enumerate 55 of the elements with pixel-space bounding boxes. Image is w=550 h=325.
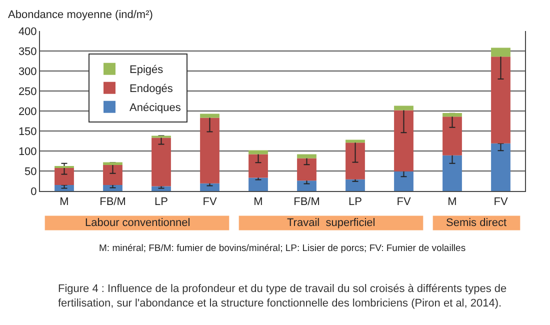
bar — [491, 143, 510, 191]
bar — [394, 171, 414, 191]
text: Semis direct — [446, 217, 507, 229]
y-tick-label: 400 — [18, 26, 37, 38]
bar — [491, 48, 510, 57]
bar — [248, 178, 268, 191]
bar — [442, 155, 462, 191]
x-tick-label: M — [60, 196, 69, 208]
bar — [103, 185, 122, 191]
text: Travail superficiel — [287, 217, 376, 229]
x-tick-label: M — [448, 196, 457, 208]
x-tick-label: FB/M — [100, 196, 126, 208]
y-tick-label: 200 — [18, 106, 37, 118]
y-tick-label: 350 — [18, 46, 37, 58]
bar — [200, 114, 220, 118]
y-axis-title: Abondance moyenne (ind/m²) — [8, 9, 153, 21]
bar — [297, 158, 316, 181]
text: M: minéral; FB/M: fumier de bovins/minéral; LP: Lisier de porcs; FV: Fumier de volailles — [99, 243, 466, 254]
bar — [248, 154, 268, 178]
caption: Figure 4 : Influence de la profondeur et du type de travail du sol croisés à différents types de fertilisation, sur l'abondance et la structure fonctionnelle des lombriciens (Piron et al, 2014). — [58, 283, 507, 310]
bar — [297, 154, 316, 158]
legend-label: Endogés — [130, 83, 174, 96]
bar — [346, 179, 365, 191]
text: Labour conventionnel — [85, 217, 190, 229]
x-tick-label: M — [254, 196, 263, 208]
y-tick-label: 0 — [30, 186, 37, 198]
bar — [103, 165, 122, 185]
y-tick-label: 300 — [18, 66, 37, 78]
x-tick-label: LP — [154, 196, 168, 208]
bar — [103, 162, 122, 165]
bar — [346, 140, 365, 143]
x-tick-label: FV — [494, 196, 508, 208]
bar — [442, 116, 462, 156]
bar — [491, 56, 510, 144]
bar — [152, 138, 171, 186]
bar — [346, 142, 365, 180]
legend-label: Anéciques — [130, 102, 182, 114]
bar — [248, 150, 268, 154]
x-tick-label: FV — [202, 196, 218, 208]
y-tick-label: 150 — [18, 126, 37, 138]
bar — [200, 118, 220, 184]
x-tick-label: FV — [396, 196, 412, 208]
y-tick-label: 50 — [24, 166, 37, 178]
x-tick-label: LP — [348, 196, 362, 208]
bar — [200, 183, 220, 191]
bar — [297, 180, 316, 191]
bar — [54, 185, 74, 191]
bar — [394, 110, 414, 172]
y-tick-label: 100 — [18, 146, 37, 158]
bar — [54, 168, 74, 185]
bar — [442, 113, 462, 117]
x-tick-label: FB/M — [294, 196, 320, 208]
bar — [394, 106, 414, 110]
y-tick-label: 250 — [18, 86, 37, 98]
legend-label: Epigés — [130, 64, 164, 76]
